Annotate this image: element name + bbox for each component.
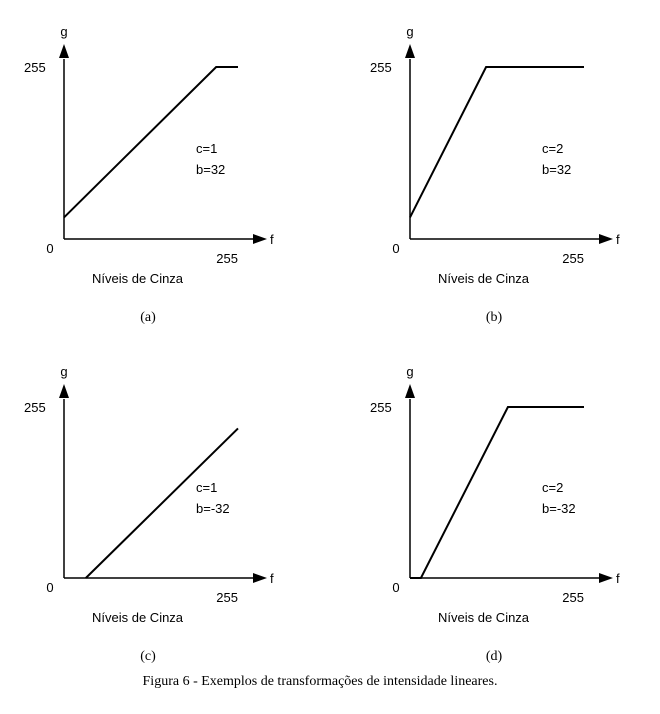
y-axis-arrow <box>405 384 415 398</box>
x-axis-arrow <box>253 234 267 244</box>
x-axis-caption: Níveis de Cinza <box>438 610 530 625</box>
y-axis-arrow <box>59 44 69 58</box>
chart-panel: g 255 0 f 255 Níveis de Cinza c=1 b=32 (a) <box>24 24 274 325</box>
x-axis-arrow <box>599 234 613 244</box>
chart-panel: g 255 0 f 255 Níveis de Cinza c=2 b=32 (b) <box>370 24 620 325</box>
x-axis-caption: Níveis de Cinza <box>438 271 530 286</box>
x-tick-label: 255 <box>562 590 584 605</box>
annotation-label: b=-32 <box>196 501 230 516</box>
annotation-label: b=-32 <box>542 501 576 516</box>
x-axis-caption: Níveis de Cinza <box>92 610 184 625</box>
y-axis-label: g <box>406 364 413 379</box>
series-line <box>85 427 239 579</box>
y-axis-arrow <box>59 384 69 398</box>
x-tick-label: 255 <box>562 251 584 266</box>
y-tick-label: 255 <box>370 400 392 415</box>
x-tick-label: 255 <box>216 590 238 605</box>
panel-label: (a) <box>140 310 156 325</box>
y-axis-label: g <box>60 364 67 379</box>
chart-panel: g 255 0 f 255 Níveis de Cinza c=2 b=-32 (d) <box>370 364 620 664</box>
y-axis-label: g <box>406 24 413 39</box>
x-axis-caption: Níveis de Cinza <box>92 271 184 286</box>
origin-label: 0 <box>46 580 53 595</box>
x-axis-label: f <box>270 232 274 247</box>
annotation-label: c=1 <box>196 141 217 156</box>
x-axis-label: f <box>616 232 620 247</box>
origin-label: 0 <box>392 241 399 256</box>
x-axis-arrow <box>599 573 613 583</box>
y-tick-label: 255 <box>24 60 46 75</box>
annotation-label: c=1 <box>196 480 217 495</box>
panel-label: (b) <box>486 310 503 325</box>
x-axis-arrow <box>253 573 267 583</box>
y-axis-arrow <box>405 44 415 58</box>
series-line <box>63 66 238 219</box>
y-axis-label: g <box>60 24 67 39</box>
origin-label: 0 <box>392 580 399 595</box>
annotation-label: c=2 <box>542 141 563 156</box>
x-tick-label: 255 <box>216 251 238 266</box>
panel-label: (c) <box>140 649 156 664</box>
y-tick-label: 255 <box>24 400 46 415</box>
annotation-label: c=2 <box>542 480 563 495</box>
x-axis-label: f <box>270 571 274 586</box>
origin-label: 0 <box>46 241 53 256</box>
x-axis-label: f <box>616 571 620 586</box>
annotation-label: b=32 <box>542 162 571 177</box>
y-tick-label: 255 <box>370 60 392 75</box>
chart-panel: g 255 0 f 255 Níveis de Cinza c=1 b=-32 (c) <box>24 364 274 664</box>
series-line <box>410 406 584 579</box>
figure: g 255 0 f 255 Níveis de Cinza c=1 b=32 (a) g 255 0 f… <box>24 24 620 664</box>
panel-label: (d) <box>486 649 503 664</box>
annotation-label: b=32 <box>196 162 225 177</box>
series-line <box>409 66 584 218</box>
figure-caption: Figura 6 - Exemplos de transformações de… <box>142 674 498 689</box>
